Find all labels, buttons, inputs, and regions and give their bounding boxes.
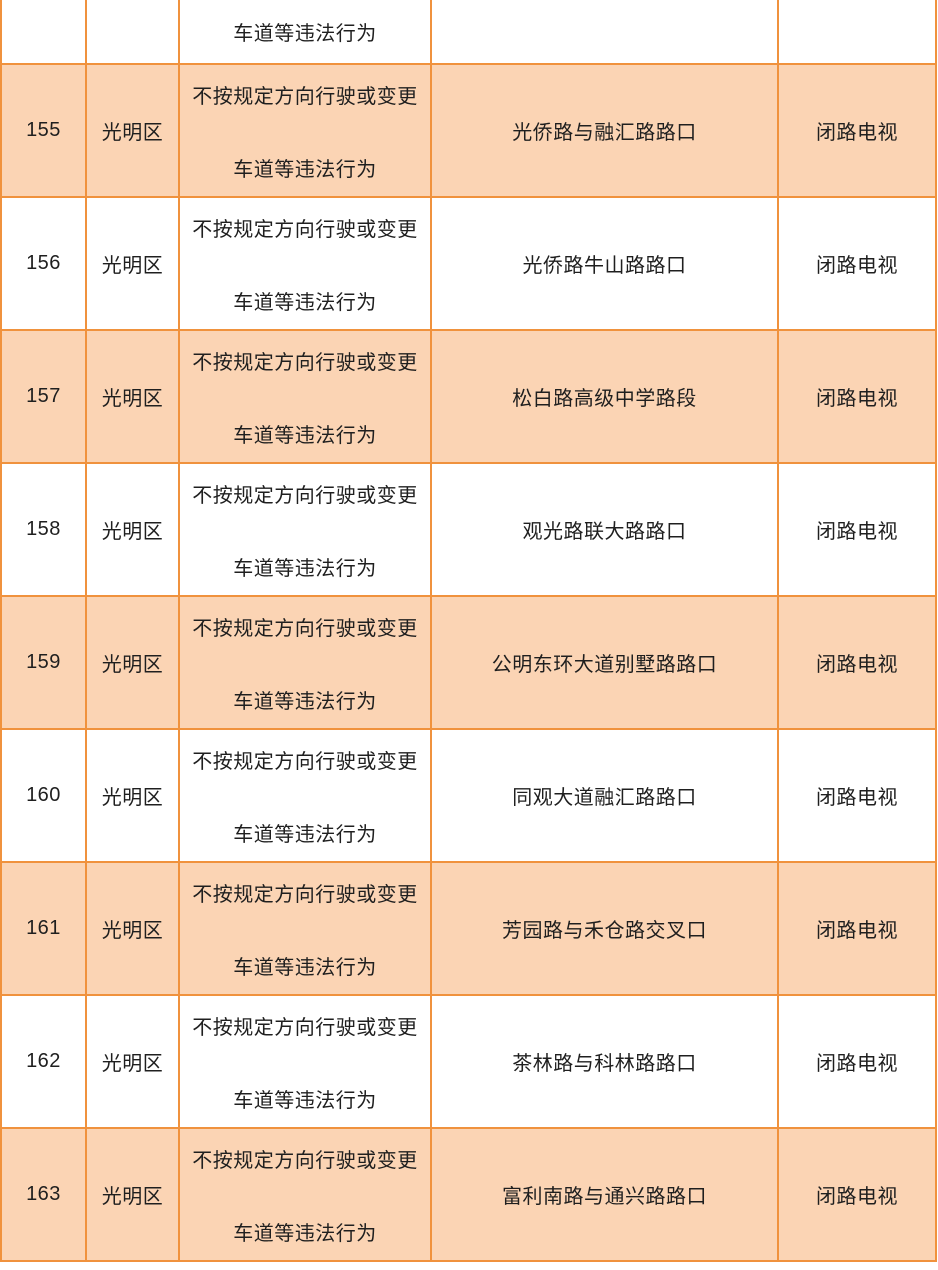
violation-line-2: 车道等违法行为 [233,158,377,181]
cell-location: 茶林路与科林路路口 [430,994,779,1129]
cell-violation: 不按规定方向行驶或变更 车道等违法行为 [178,462,432,597]
violation-line-2: 车道等违法行为 [233,557,377,580]
cell-district: 光明区 [85,462,180,597]
cell-violation: 不按规定方向行驶或变更 车道等违法行为 [178,994,432,1129]
table-row: 162 光明区 不按规定方向行驶或变更 车道等违法行为 茶林路与科林路路口 闭路… [0,994,937,1129]
table-row: 155 光明区 不按规定方向行驶或变更 车道等违法行为 光侨路与融汇路路口 闭路… [0,63,937,198]
cell-number: 163 [0,1127,87,1262]
cell-district: 光明区 [85,994,180,1129]
cell-district: 光明区 [85,861,180,996]
cell-number: 159 [0,595,87,730]
violation-text: 不按规定方向行驶或变更 车道等违法行为 [181,745,429,847]
cell-district: 光明区 [85,63,180,198]
table-row: 156 光明区 不按规定方向行驶或变更 车道等违法行为 光侨路牛山路路口 闭路电… [0,196,937,331]
cell-method [777,0,937,65]
cell-location: 观光路联大路路口 [430,462,779,597]
cell-violation: 不按规定方向行驶或变更 车道等违法行为 [178,861,432,996]
cell-number: 157 [0,329,87,464]
cell-location: 光侨路牛山路路口 [430,196,779,331]
violation-line-1: 不按规定方向行驶或变更 [192,1149,418,1172]
table-row: 157 光明区 不按规定方向行驶或变更 车道等违法行为 松白路高级中学路段 闭路… [0,329,937,464]
cell-number: 161 [0,861,87,996]
cell-violation: 不按规定方向行驶或变更 车道等违法行为 [178,329,432,464]
violation-line-1: 不按规定方向行驶或变更 [192,617,418,640]
cell-violation: 不按规定方向行驶或变更 车道等违法行为 [178,1127,432,1262]
table-row: 163 光明区 不按规定方向行驶或变更 车道等违法行为 富利南路与通兴路路口 闭… [0,1127,937,1262]
cell-district: 光明区 [85,196,180,331]
cell-location: 公明东环大道别墅路路口 [430,595,779,730]
cell-number: 156 [0,196,87,331]
cell-violation: 车道等违法行为 [178,0,432,65]
cell-method: 闭路电视 [777,728,937,863]
violation-line-2: 车道等违法行为 [233,956,377,979]
cell-method: 闭路电视 [777,63,937,198]
cell-location: 富利南路与通兴路路口 [430,1127,779,1262]
cell-number: 162 [0,994,87,1129]
violation-line-1: 不按规定方向行驶或变更 [192,351,418,374]
violation-line-2: 车道等违法行为 [233,424,377,447]
cell-number [0,0,87,65]
violation-line-1: 不按规定方向行驶或变更 [192,484,418,507]
violation-line-2: 车道等违法行为 [233,291,377,314]
cell-number: 160 [0,728,87,863]
violation-text: 不按规定方向行驶或变更 车道等违法行为 [181,479,429,581]
cell-method: 闭路电视 [777,595,937,730]
violation-line-1: 不按规定方向行驶或变更 [192,1016,418,1039]
violation-line-2: 车道等违法行为 [233,1089,377,1112]
cell-method: 闭路电视 [777,861,937,996]
violation-text: 不按规定方向行驶或变更 车道等违法行为 [181,346,429,448]
violation-line-1: 不按规定方向行驶或变更 [192,750,418,773]
table-row: 158 光明区 不按规定方向行驶或变更 车道等违法行为 观光路联大路路口 闭路电… [0,462,937,597]
cell-violation: 不按规定方向行驶或变更 车道等违法行为 [178,728,432,863]
violation-text: 不按规定方向行驶或变更 车道等违法行为 [181,612,429,714]
cell-district: 光明区 [85,728,180,863]
cell-location: 光侨路与融汇路路口 [430,63,779,198]
violation-text: 不按规定方向行驶或变更 车道等违法行为 [181,80,429,182]
violation-text: 不按规定方向行驶或变更 车道等违法行为 [181,1011,429,1113]
cell-district [85,0,180,65]
cell-violation: 不按规定方向行驶或变更 车道等违法行为 [178,63,432,198]
cell-method: 闭路电视 [777,994,937,1129]
table-row: 161 光明区 不按规定方向行驶或变更 车道等违法行为 芳园路与禾仓路交叉口 闭… [0,861,937,996]
cell-method: 闭路电视 [777,1127,937,1262]
cell-number: 158 [0,462,87,597]
violation-line-1: 不按规定方向行驶或变更 [192,218,418,241]
cell-location: 芳园路与禾仓路交叉口 [430,861,779,996]
cell-district: 光明区 [85,329,180,464]
cell-location [430,0,779,65]
violation-line-2: 车道等违法行为 [233,23,377,45]
cell-district: 光明区 [85,1127,180,1262]
violation-line-2: 车道等违法行为 [233,823,377,846]
cell-district: 光明区 [85,595,180,730]
cell-number: 155 [0,63,87,198]
violation-line-1: 不按规定方向行驶或变更 [192,85,418,108]
cell-method: 闭路电视 [777,196,937,331]
violation-line-2: 车道等违法行为 [233,690,377,713]
violation-line-1: 不按规定方向行驶或变更 [192,883,418,906]
cell-violation: 不按规定方向行驶或变更 车道等违法行为 [178,595,432,730]
cell-location: 松白路高级中学路段 [430,329,779,464]
table-row: 159 光明区 不按规定方向行驶或变更 车道等违法行为 公明东环大道别墅路路口 … [0,595,937,730]
cell-location: 同观大道融汇路路口 [430,728,779,863]
violation-text: 不按规定方向行驶或变更 车道等违法行为 [181,878,429,980]
violation-text: 不按规定方向行驶或变更 车道等违法行为 [181,1144,429,1246]
cell-violation: 不按规定方向行驶或变更 车道等违法行为 [178,196,432,331]
table-row: 160 光明区 不按规定方向行驶或变更 车道等违法行为 同观大道融汇路路口 闭路… [0,728,937,863]
violation-text: 不按规定方向行驶或变更 车道等违法行为 [181,213,429,315]
partial-row: 车道等违法行为 [0,0,937,65]
cell-method: 闭路电视 [777,462,937,597]
cell-method: 闭路电视 [777,329,937,464]
violation-line-2: 车道等违法行为 [233,1222,377,1245]
